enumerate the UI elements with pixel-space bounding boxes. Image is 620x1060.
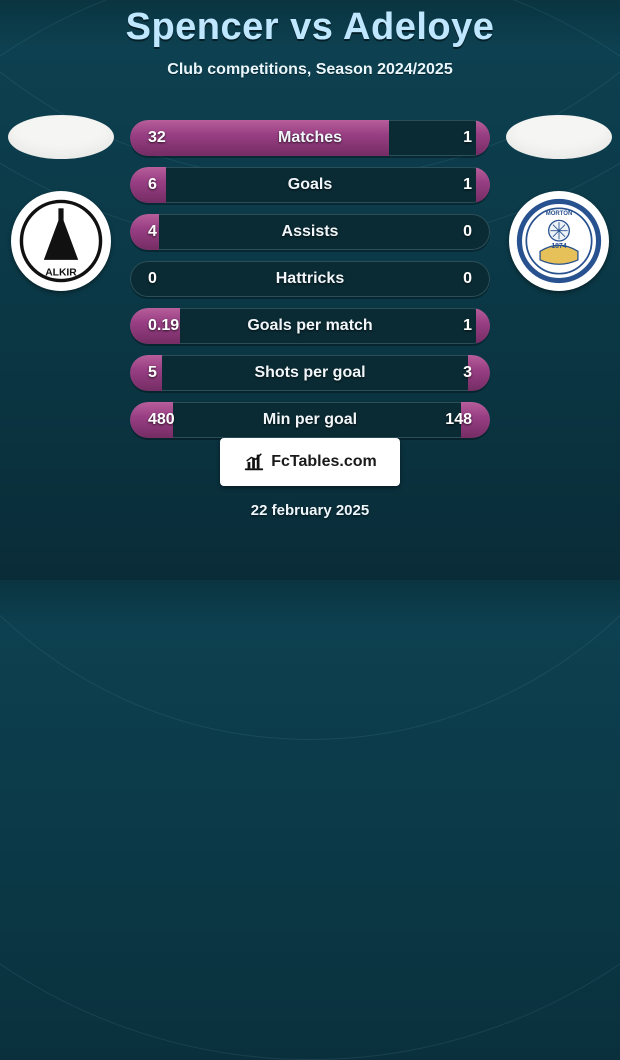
stats-container: 32 Matches 1 6 Goals 1 4 Assists 0 0 Hat… <box>130 120 490 438</box>
brand-chart-icon <box>243 451 265 473</box>
stat-row: 0.19 Goals per match 1 <box>130 308 490 344</box>
brand-link[interactable]: FcTables.com <box>220 438 400 486</box>
stat-right-value: 3 <box>434 364 472 382</box>
stat-row: 6 Goals 1 <box>130 167 490 203</box>
svg-text:ALKIR: ALKIR <box>45 267 77 278</box>
player-right-stack: MORTON 1874 <box>504 115 614 291</box>
stat-right-value: 148 <box>434 411 472 429</box>
avatar-left <box>8 115 114 159</box>
stat-right-value: 1 <box>434 317 472 335</box>
svg-text:1874: 1874 <box>551 243 566 250</box>
stat-right-value: 0 <box>434 270 472 288</box>
stat-right-value: 1 <box>434 176 472 194</box>
stat-row: 32 Matches 1 <box>130 120 490 156</box>
stat-right-value: 1 <box>434 129 472 147</box>
stat-row: 5 Shots per goal 3 <box>130 355 490 391</box>
date-text: 22 february 2025 <box>0 502 620 519</box>
falkirk-crest-icon: ALKIR <box>18 198 104 284</box>
club-badge-right: MORTON 1874 <box>509 191 609 291</box>
subtitle: Club competitions, Season 2024/2025 <box>0 61 620 79</box>
page-title: Spencer vs Adeloye <box>0 0 620 49</box>
stat-right-value: 0 <box>434 223 472 241</box>
morton-crest-icon: MORTON 1874 <box>516 198 602 284</box>
player-left-stack: ALKIR <box>6 115 116 291</box>
svg-text:MORTON: MORTON <box>546 211 573 217</box>
avatar-right <box>506 115 612 159</box>
stat-row: 4 Assists 0 <box>130 214 490 250</box>
stat-row: 0 Hattricks 0 <box>130 261 490 297</box>
brand-text: FcTables.com <box>271 453 377 471</box>
stat-row: 480 Min per goal 148 <box>130 402 490 438</box>
club-badge-left: ALKIR <box>11 191 111 291</box>
